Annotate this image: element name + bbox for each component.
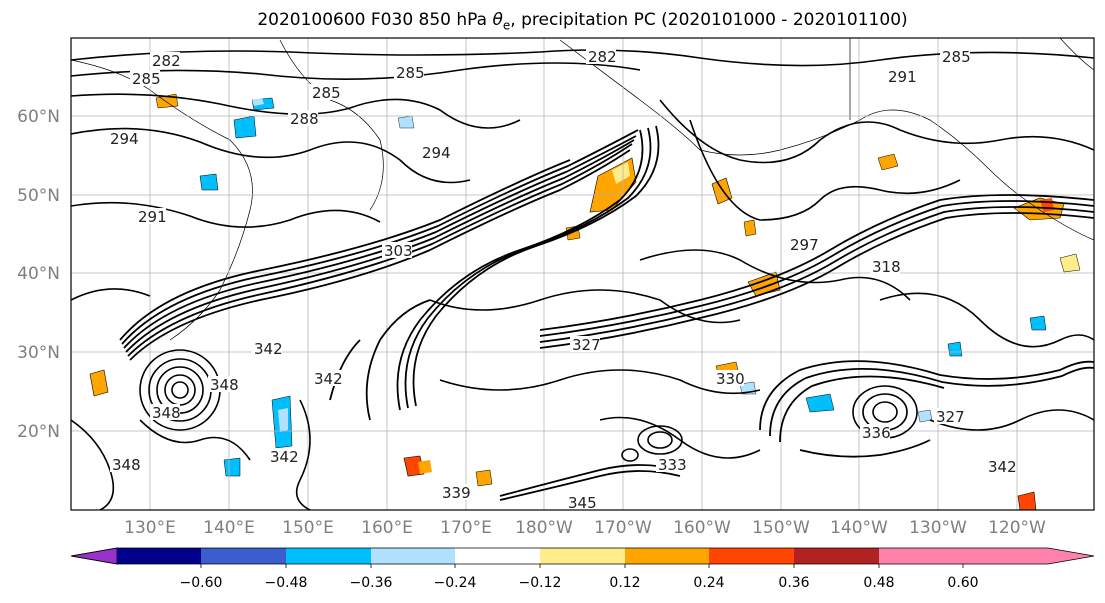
contour-label: 342 (988, 458, 1017, 476)
map-area: 282 285 282 285 285 285 291 294 288 294 … (71, 38, 1094, 512)
contour-label: 318 (872, 258, 901, 276)
lon-tick-label: 150°E (282, 518, 334, 538)
colorbar-label: −0.36 (350, 575, 393, 591)
lat-tick-label: 20°N (17, 422, 60, 442)
contour-label: 294 (110, 130, 139, 148)
contour-label: 342 (254, 340, 283, 358)
lon-tick-label: 170°W (594, 518, 652, 538)
lat-tick-label: 50°N (17, 186, 60, 206)
colorbar-segment (117, 548, 201, 564)
lat-tick-label: 40°N (17, 264, 60, 284)
contour-label: 348 (112, 456, 141, 474)
contour-label: 285 (312, 84, 341, 102)
contour-label: 282 (152, 52, 181, 70)
colorbar-segment (794, 548, 879, 564)
lat-axis: 60°N 50°N 40°N 30°N 20°N (17, 107, 60, 442)
contour-label: 339 (442, 484, 471, 502)
figure-title: 2020100600 F030 850 hPa θe, precipitatio… (0, 10, 1105, 32)
colorbar-segment (286, 548, 371, 564)
contour-label: 285 (942, 48, 971, 66)
contour-label: 327 (572, 336, 601, 354)
title-subscript: e (502, 18, 511, 33)
colorbar-label: −0.12 (519, 575, 562, 591)
colorbar-label: 0.24 (693, 575, 724, 591)
contour-label: 291 (888, 68, 917, 86)
colorbar-segment (625, 548, 709, 564)
lon-tick-label: 150°W (752, 518, 810, 538)
colorbar-segment (371, 548, 455, 564)
contour-label: 336 (862, 424, 891, 442)
colorbar-under-arrow (70, 547, 118, 565)
contour-label: 348 (210, 376, 239, 394)
contour-label: 303 (384, 242, 413, 260)
lon-tick-label: 160°W (673, 518, 731, 538)
contour-label: 297 (790, 236, 819, 254)
colorbar-segment (540, 548, 625, 564)
contour-labels: 282 285 282 285 285 285 291 294 288 294 … (108, 48, 1017, 512)
lon-tick-label: 140°E (203, 518, 255, 538)
contour-label: 330 (716, 370, 745, 388)
lon-tick-label: 120°W (988, 518, 1046, 538)
map-frame (70, 37, 1095, 511)
colorbar-label: 0.36 (778, 575, 809, 591)
contour-label: 342 (314, 370, 343, 388)
precip-shading (89, 93, 1081, 510)
colorbar: −0.60 −0.48 −0.36 −0.24 −0.12 0.12 0.24 … (70, 547, 1095, 591)
colorbar-label: −0.24 (434, 575, 477, 591)
colorbar-segment (455, 548, 540, 564)
colorbar-label: −0.48 (265, 575, 308, 591)
lon-tick-label: 180°W (515, 518, 573, 538)
contour-label: 345 (568, 494, 597, 512)
title-symbol: θ (492, 10, 503, 30)
title-rest: , precipitation PC (2020101000 - 2020101… (510, 10, 908, 30)
lat-tick-label: 30°N (17, 343, 60, 363)
contour-label: 342 (270, 448, 299, 466)
contour-label: 282 (588, 48, 617, 66)
contour-label: 285 (396, 64, 425, 82)
colorbar-segment (201, 548, 286, 564)
contour-label: 291 (138, 208, 167, 226)
lat-tick-label: 60°N (17, 107, 60, 127)
contour-label: 294 (422, 144, 451, 162)
frontal-bands (119, 125, 1094, 501)
title-main: 2020100600 F030 850 hPa (257, 10, 493, 30)
lon-tick-label: 160°E (361, 518, 413, 538)
lon-tick-label: 140°W (830, 518, 888, 538)
colorbar-label: 0.60 (947, 575, 978, 591)
contour-label: 327 (936, 408, 965, 426)
contour-label: 348 (152, 404, 181, 422)
contour-label: 285 (132, 70, 161, 88)
colorbar-label: 0.12 (609, 575, 640, 591)
lon-tick-label: 130°E (124, 518, 176, 538)
contour-label: 288 (290, 110, 319, 128)
colorbar-over-arrow (963, 548, 1094, 564)
lon-tick-label: 130°W (909, 518, 967, 538)
lon-tick-label: 170°E (440, 518, 492, 538)
contour-label: 333 (658, 456, 687, 474)
colorbar-label: −0.60 (180, 575, 223, 591)
colorbar-label: 0.48 (863, 575, 894, 591)
lon-axis: 130°E 140°E 150°E 160°E 170°E 180°W 170°… (124, 518, 1046, 538)
colorbar-segment (879, 548, 963, 564)
colorbar-segment (709, 548, 794, 564)
